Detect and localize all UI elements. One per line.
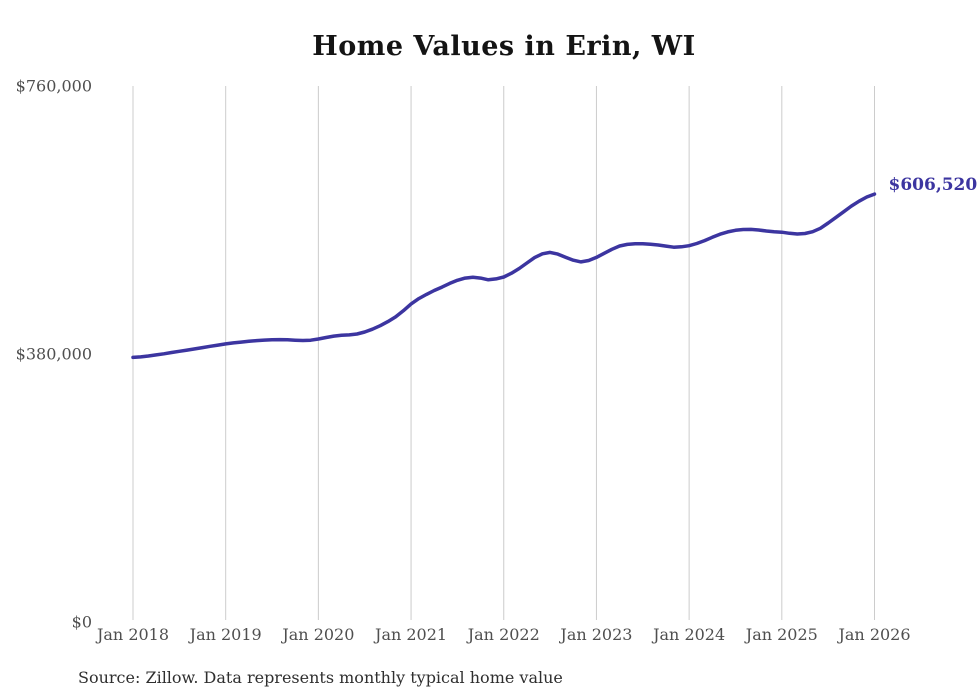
x-axis-tick-label: Jan 2020: [282, 625, 355, 644]
source-note: Source: Zillow. Data represents monthly …: [78, 668, 563, 687]
latest-value-label: $606,520: [888, 175, 978, 196]
x-axis-tick-label: Jan 2024: [653, 625, 726, 644]
x-axis-tick-label: Jan 2023: [560, 625, 633, 644]
x-axis-tick-label: Jan 2026: [838, 625, 911, 644]
x-axis-tick-label: Jan 2018: [96, 625, 170, 644]
y-axis-tick-label: $0: [71, 612, 92, 631]
y-axis-tick-label: $380,000: [15, 344, 92, 364]
x-axis-tick-label: Jan 2021: [375, 625, 448, 644]
x-axis-tick-label: Jan 2025: [745, 625, 818, 644]
y-axis-tick-label: $760,000: [15, 76, 92, 96]
chart-title: Home Values in Erin, WI: [312, 31, 696, 62]
gridline-group: [132, 86, 875, 620]
home-value-series-line: [131, 192, 877, 360]
x-axis-tick-label: Jan 2022: [467, 625, 540, 644]
x-axis-tick-label: Jan 2019: [189, 625, 262, 644]
